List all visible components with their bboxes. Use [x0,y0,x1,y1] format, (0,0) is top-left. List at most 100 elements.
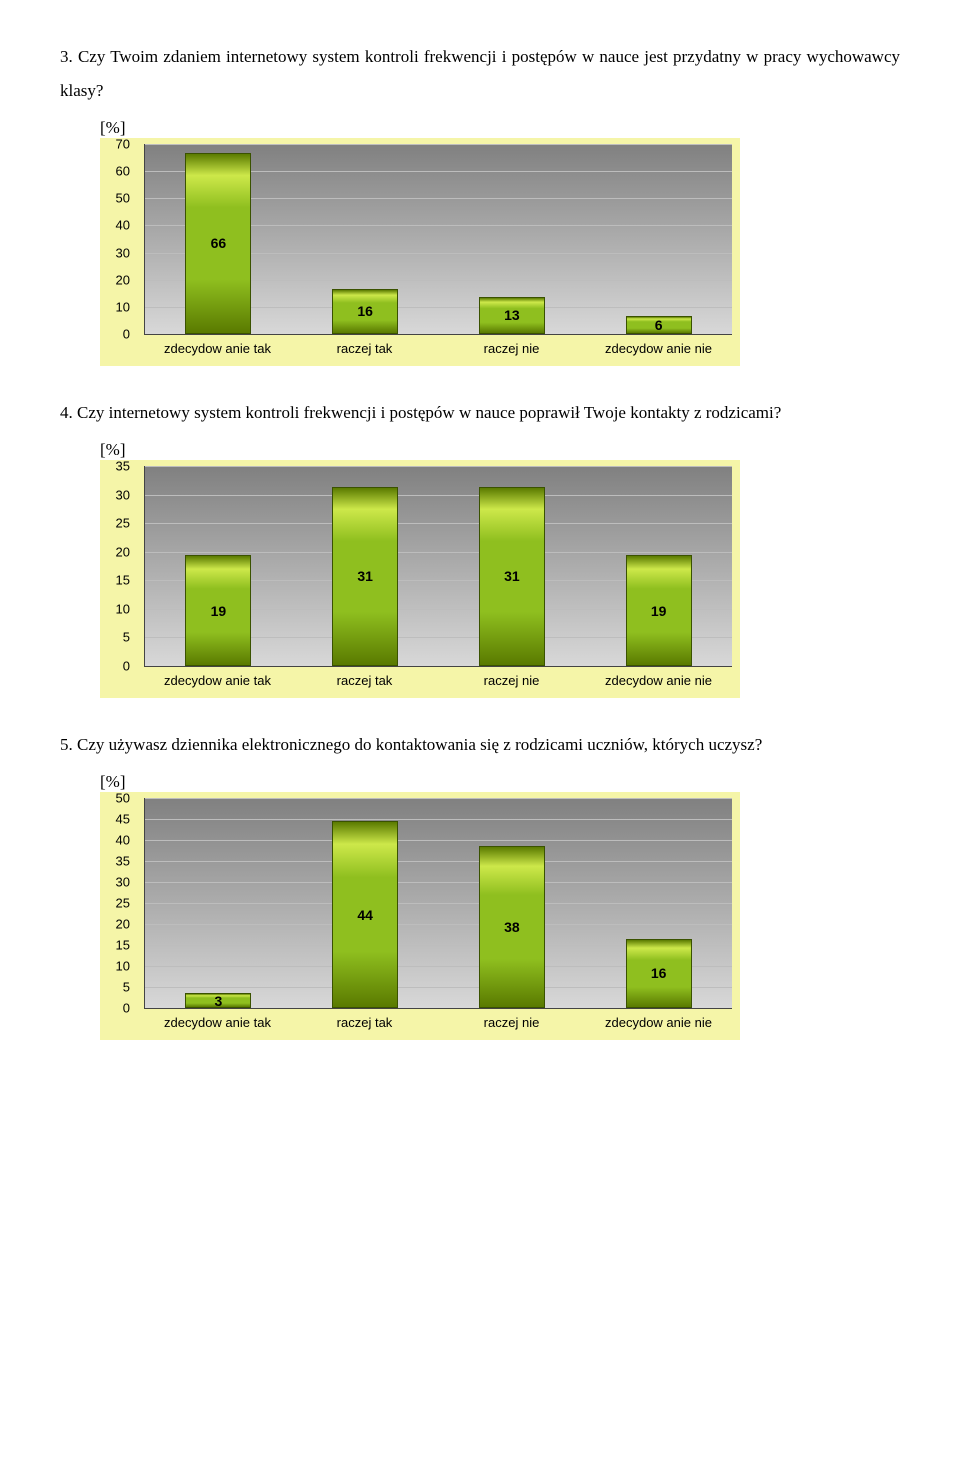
bar: 31 [332,487,398,666]
bar-slot: 66 [145,144,292,334]
q5-chart-plot: 0 5 10 15 20 25 30 35 40 45 50 3 44 38 16 zdecydow anie… [100,792,740,1040]
ytick-label: 30 [100,487,130,502]
bar-value-label: 3 [214,993,222,1009]
xlabels-row: zdecydow anie takraczej takraczej niezde… [144,335,732,366]
ytick-label: 20 [100,272,130,287]
q3-chart: 0102030405060706616136zdecydow anie takr… [100,138,740,366]
ytick-label: 15 [100,938,130,953]
question-3-number: 3. [60,47,73,66]
bar-slot: 3 [145,798,292,1008]
bar: 44 [332,821,398,1008]
ytick-label: 35 [100,459,130,474]
ytick-label: 60 [100,164,130,179]
q4-chart-plot: 0510152025303519313119zdecydow anie takr… [100,460,740,698]
ytick-label: 70 [100,137,130,152]
bar-slot: 13 [439,144,586,334]
ytick-label: 10 [100,959,130,974]
q4-pct-label: [%] [100,440,900,460]
bar-value-label: 16 [357,303,373,319]
xlabel: zdecydow anie tak [144,1015,291,1030]
ytick-label: 25 [100,896,130,911]
q4-chart: 0510152025303519313119zdecydow anie takr… [100,460,740,698]
bar-slot: 38 [439,798,586,1008]
xlabel: raczej tak [291,1015,438,1030]
bar-value-label: 19 [651,603,667,619]
bar-slot: 16 [292,144,439,334]
bar: 16 [332,289,398,334]
question-4-text: 4. Czy internetowy system kontroli frekw… [60,396,900,430]
ytick-label: 20 [100,544,130,559]
bar-value-label: 13 [504,307,520,323]
xlabels-row: zdecydow anie takraczej takraczej niezde… [144,667,732,698]
question-3-text: 3. Czy Twoim zdaniem internetowy system … [60,40,900,108]
bar: 31 [479,487,545,666]
bar: 38 [479,846,545,1008]
xlabel: zdecydow anie nie [585,673,732,688]
question-5-number: 5. [60,735,73,754]
q3-pct-label: [%] [100,118,900,138]
bar-value-label: 6 [655,317,663,333]
ytick-label: 20 [100,917,130,932]
xlabel: zdecydow anie nie [585,1015,732,1030]
ytick-label: 45 [100,812,130,827]
ytick-label: 30 [100,875,130,890]
ytick-label: 40 [100,833,130,848]
question-5-text: 5. Czy używasz dziennika elektronicznego… [60,728,900,762]
xlabel: zdecydow anie nie [585,341,732,356]
bar: 3 [185,993,251,1008]
xlabel: raczej nie [438,341,585,356]
xlabel: raczej nie [438,1015,585,1030]
bars-container: 19 31 31 19 [145,466,732,666]
xlabel: zdecydow anie tak [144,673,291,688]
bars-container: 66 16 13 6 [145,144,732,334]
ytick-label: 0 [100,659,130,674]
bar-slot: 19 [585,466,732,666]
bar: 13 [479,297,545,334]
bars-container: 3 44 38 16 [145,798,732,1008]
bar-slot: 31 [439,466,586,666]
bar-slot: 31 [292,466,439,666]
bar-slot: 44 [292,798,439,1008]
ytick-label: 0 [100,327,130,342]
ytick-label: 35 [100,854,130,869]
question-4-number: 4. [60,403,73,422]
bar: 19 [185,555,251,666]
bar-value-label: 31 [504,568,520,584]
bar-slot: 6 [585,144,732,334]
bar-slot: 19 [145,466,292,666]
bar-slot: 16 [585,798,732,1008]
ytick-label: 25 [100,516,130,531]
question-5-body: Czy używasz dziennika elektronicznego do… [77,735,762,754]
bar-value-label: 66 [211,235,227,251]
xlabel: raczej nie [438,673,585,688]
xlabel: zdecydow anie tak [144,341,291,356]
bar-value-label: 31 [357,568,373,584]
question-4-body: Czy internetowy system kontroli frekwenc… [77,403,781,422]
bar-value-label: 19 [211,603,227,619]
ytick-label: 5 [100,980,130,995]
ytick-label: 50 [100,191,130,206]
bar: 66 [185,153,251,334]
q5-pct-label: [%] [100,772,900,792]
q5-chart: 0 5 10 15 20 25 30 35 40 45 50 3 44 38 16 zdecydow anie… [100,792,740,1040]
ytick-label: 15 [100,573,130,588]
ytick-label: 40 [100,218,130,233]
ytick-label: 30 [100,245,130,260]
ytick-label: 5 [100,630,130,645]
bar: 19 [626,555,692,666]
question-3-body: Czy Twoim zdaniem internetowy system kon… [60,47,900,100]
bar-value-label: 16 [651,965,667,981]
bar: 6 [626,316,692,334]
ytick-label: 0 [100,1001,130,1016]
plot-area: 19 31 31 19 [144,466,732,667]
ytick-label: 50 [100,791,130,806]
ytick-label: 10 [100,601,130,616]
q3-chart-plot: 0102030405060706616136zdecydow anie takr… [100,138,740,366]
ytick-label: 10 [100,299,130,314]
xlabels-row: zdecydow anie takraczej takraczej niezde… [144,1009,732,1040]
bar-value-label: 38 [504,919,520,935]
plot-area: 66 16 13 6 [144,144,732,335]
plot-area: 3 44 38 16 [144,798,732,1009]
xlabel: raczej tak [291,673,438,688]
bar: 16 [626,939,692,1008]
